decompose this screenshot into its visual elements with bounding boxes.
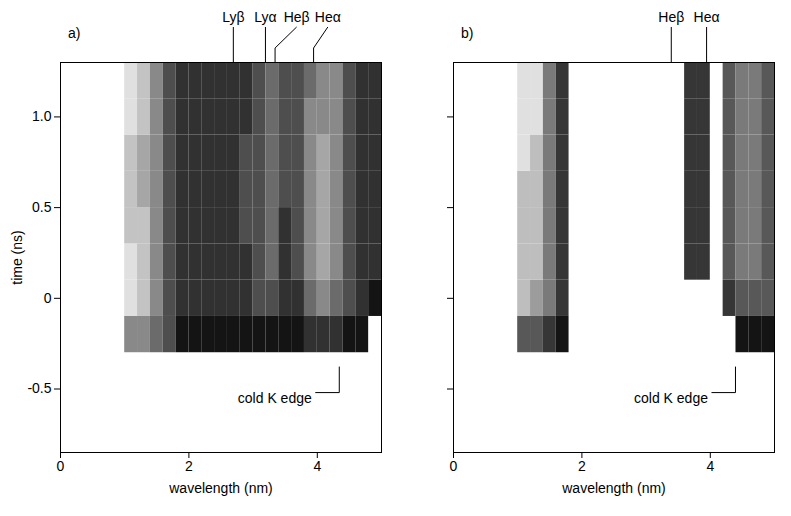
svg-text:-0.5: -0.5 [27, 380, 51, 396]
svg-text:Lyα: Lyα [254, 9, 276, 25]
svg-text:4: 4 [313, 458, 321, 474]
svg-text:time (ns): time (ns) [9, 230, 25, 284]
svg-text:2: 2 [185, 458, 193, 474]
svg-text:2: 2 [578, 458, 586, 474]
svg-text:0: 0 [450, 458, 458, 474]
svg-text:Heα: Heα [694, 9, 720, 25]
svg-text:4: 4 [706, 458, 714, 474]
svg-text:0.5: 0.5 [32, 199, 52, 215]
svg-text:Heβ: Heβ [658, 9, 684, 25]
svg-text:b): b) [461, 25, 473, 41]
svg-text:Heβ: Heβ [284, 9, 310, 25]
svg-text:Heα: Heα [315, 9, 341, 25]
svg-text:cold K edge: cold K edge [238, 390, 312, 406]
svg-text:a): a) [68, 25, 80, 41]
svg-text:Lyβ: Lyβ [222, 9, 244, 25]
svg-text:wavelength (nm): wavelength (nm) [561, 480, 666, 496]
svg-text:1.0: 1.0 [32, 108, 52, 124]
svg-text:wavelength (nm): wavelength (nm) [168, 480, 273, 496]
svg-text:cold K edge: cold K edge [634, 390, 708, 406]
svg-text:0: 0 [57, 458, 65, 474]
svg-text:0: 0 [44, 290, 52, 306]
